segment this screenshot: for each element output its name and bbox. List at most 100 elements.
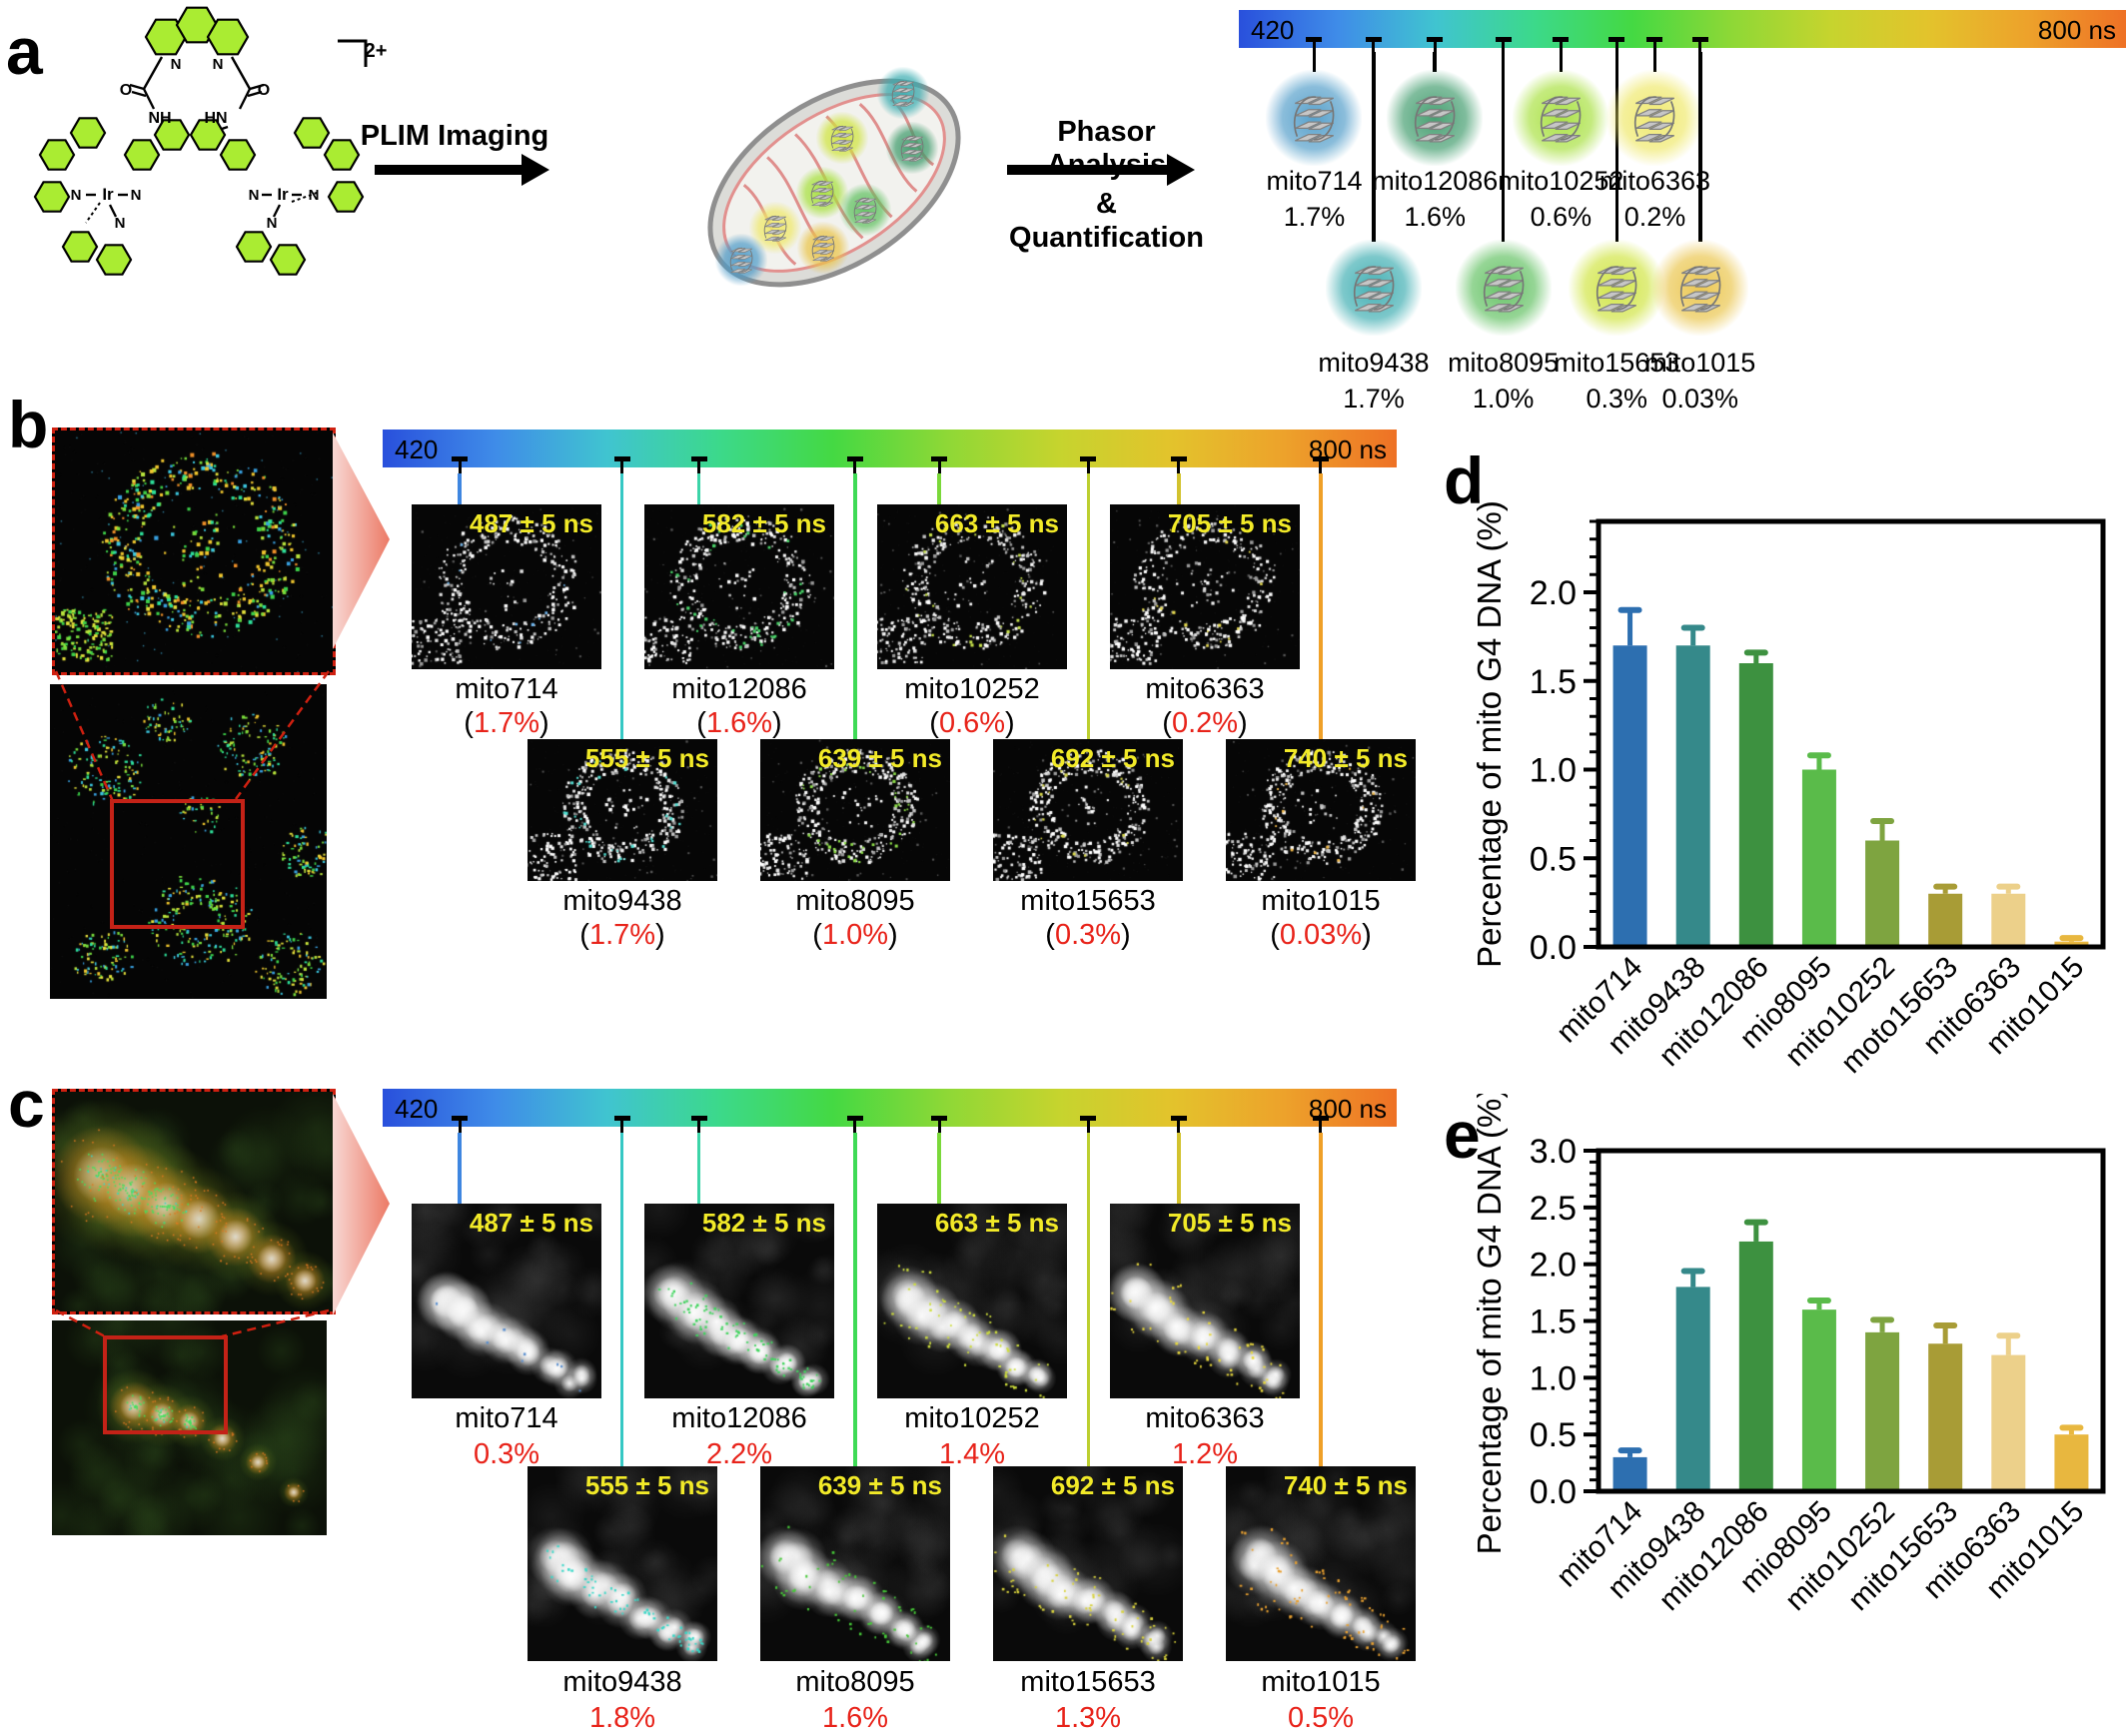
structure-name: mito12086 (1372, 166, 1499, 196)
image-pct: 0.3% (392, 1438, 621, 1471)
bar-mito9438 (1675, 1287, 1710, 1491)
pct-paren-close: ) (772, 707, 782, 739)
bond (247, 90, 263, 98)
hashed-bond (291, 192, 318, 203)
y-axis-label: Percentage of mito G4 DNA (%) (1471, 1094, 1508, 1554)
lifetime-label: 639 ± 5 ns (817, 743, 942, 773)
image-pct: 1.8% (508, 1702, 737, 1735)
error-bar-cap (1870, 817, 1895, 824)
charge-label: 2+ (365, 40, 388, 62)
pct-value: 1.6% (705, 707, 773, 739)
tick-panel_c-mito714-tick-stem (458, 1116, 462, 1133)
bar-chart-e: e 0.0 0.5 1.0 1.5 2.0 2.5 3.0 mito714 mito9438 mi… (1444, 1094, 2128, 1736)
image-name: mito9438 (562, 885, 682, 917)
pct-value: 1.0% (821, 919, 889, 951)
tick-panel_b-mito714-tick-stem (458, 456, 462, 473)
structure-pct: 0.03% (1661, 384, 1739, 414)
plim-canvas-mito12086 (644, 504, 834, 669)
aromatic-ring (144, 18, 188, 56)
chart-svg-d: 0.00.51.01.52.0mito714mito9438mito12086m… (1471, 500, 2106, 1079)
lifetime-label: 639 ± 5 ns (817, 1470, 942, 1500)
structure-pct: 1.6% (1404, 202, 1466, 232)
plim-image-mito9438: 555 ± 5 ns (528, 1466, 717, 1661)
g4-quadruplex-icon (728, 245, 754, 275)
structure-mito1015-drop-line (1698, 52, 1702, 242)
bar-mito9438 (1675, 645, 1710, 947)
structure-name: mito6363 (1598, 166, 1710, 196)
pct-value: 1.7% (473, 707, 540, 739)
atom-ir: Ir (102, 185, 114, 204)
bar-mito10252 (1865, 1331, 1900, 1491)
pct-paren-close: ) (655, 919, 665, 951)
structure-mito714-drop-line (1312, 52, 1317, 72)
pct-value: 1.2% (1171, 1438, 1239, 1470)
plim-zoom-canvas-c (55, 1092, 333, 1311)
tick-panel_c-mito1015-drop-line (1319, 1133, 1323, 1466)
structure-mito6363-drop-line (1652, 52, 1657, 72)
tick-panel_c-mito10252-tick-stem (937, 1116, 941, 1133)
structure-pct: 1.0% (1472, 384, 1535, 414)
atom-ir: Ir (277, 185, 289, 204)
g4-glow (715, 234, 767, 286)
aromatic-ring (33, 181, 71, 213)
bar-mito12086 (1738, 1241, 1773, 1491)
image-pct: (1.6%) (624, 707, 854, 740)
y-tick-label: 1.0 (1530, 752, 1577, 790)
roi-box-b (110, 799, 245, 929)
error-bar-cap (1933, 883, 1958, 890)
pct-value: 0.6% (938, 707, 1006, 739)
structure-mito9438-drop-line (1372, 52, 1376, 242)
image-name: mito6363 (1145, 673, 1265, 705)
pct-value: 0.5% (1287, 1702, 1355, 1734)
image-name: mito10252 (904, 673, 1040, 705)
structure-pct: 1.7% (1283, 202, 1346, 232)
error-bar-cap (1933, 1322, 1958, 1329)
panel-d-label: d (1444, 443, 1485, 517)
y-tick-label: 1.0 (1530, 1359, 1577, 1397)
image-name: mito12086 (671, 1402, 807, 1434)
lifetime-label: 740 ± 5 ns (1283, 1470, 1408, 1500)
g4-quadruplex-icon (1677, 261, 1723, 315)
g4-glow-mito9438 (1325, 240, 1422, 336)
structure-name: mito15653 (1554, 348, 1680, 378)
plim-canvas-mito15653 (993, 1466, 1183, 1661)
g4-quadruplex-icon (1538, 91, 1584, 145)
image-name: mito6363 (1145, 1402, 1265, 1434)
aromatic-ring (269, 244, 307, 276)
tick-panel_c-mito8095-drop-line (853, 1133, 857, 1466)
image-pct: (1.7%) (392, 707, 621, 740)
y-tick-label: 0.0 (1530, 929, 1577, 967)
plim-imaging-label: PLIM Imaging (360, 120, 549, 152)
image-name: mito9438 (562, 1666, 682, 1698)
y-tick-label: 2.5 (1530, 1190, 1577, 1228)
error-bar-cap (1870, 1316, 1895, 1323)
hashed-bond (85, 202, 101, 224)
aromatic-ring (293, 117, 331, 149)
g4-glow-mito12086 (1387, 70, 1484, 166)
image-name: mito15653 (1020, 885, 1156, 917)
tick-panel_b-mito15653-drop-line (1086, 473, 1091, 739)
panel-e-label: e (1444, 1098, 1481, 1172)
pct-value: 1.6% (821, 1702, 889, 1734)
structure-mito10252-tick-stem (1559, 37, 1563, 52)
structure-pct: 0.6% (1530, 202, 1593, 232)
plim-image-mito8095: 639 ± 5 ns (760, 1466, 950, 1661)
atom-o: O (258, 82, 270, 99)
structure-mito1015-tick-stem (1698, 37, 1702, 52)
pct-paren-open: ( (812, 919, 822, 951)
chart-svg-e: 0.00.51.01.52.02.53.0mito714mito9438mito… (1471, 1094, 2106, 1617)
atom-n: N (309, 187, 320, 204)
image-pct: 0.5% (1206, 1702, 1436, 1735)
g4-quadruplex-icon (899, 133, 925, 163)
lifetime-label: 692 ± 5 ns (1050, 1470, 1175, 1500)
image-name: mito8095 (795, 1666, 915, 1698)
g4-quadruplex-icon (829, 123, 855, 153)
y-tick-label: 2.0 (1530, 1247, 1577, 1285)
pct-paren-open: ( (1270, 919, 1280, 951)
atom-n: N (213, 56, 224, 73)
plim-canvas-mito6363 (1110, 1204, 1300, 1398)
tick-panel_b-mito15653-tick-stem (1086, 456, 1090, 473)
atom-n: N (115, 215, 126, 232)
